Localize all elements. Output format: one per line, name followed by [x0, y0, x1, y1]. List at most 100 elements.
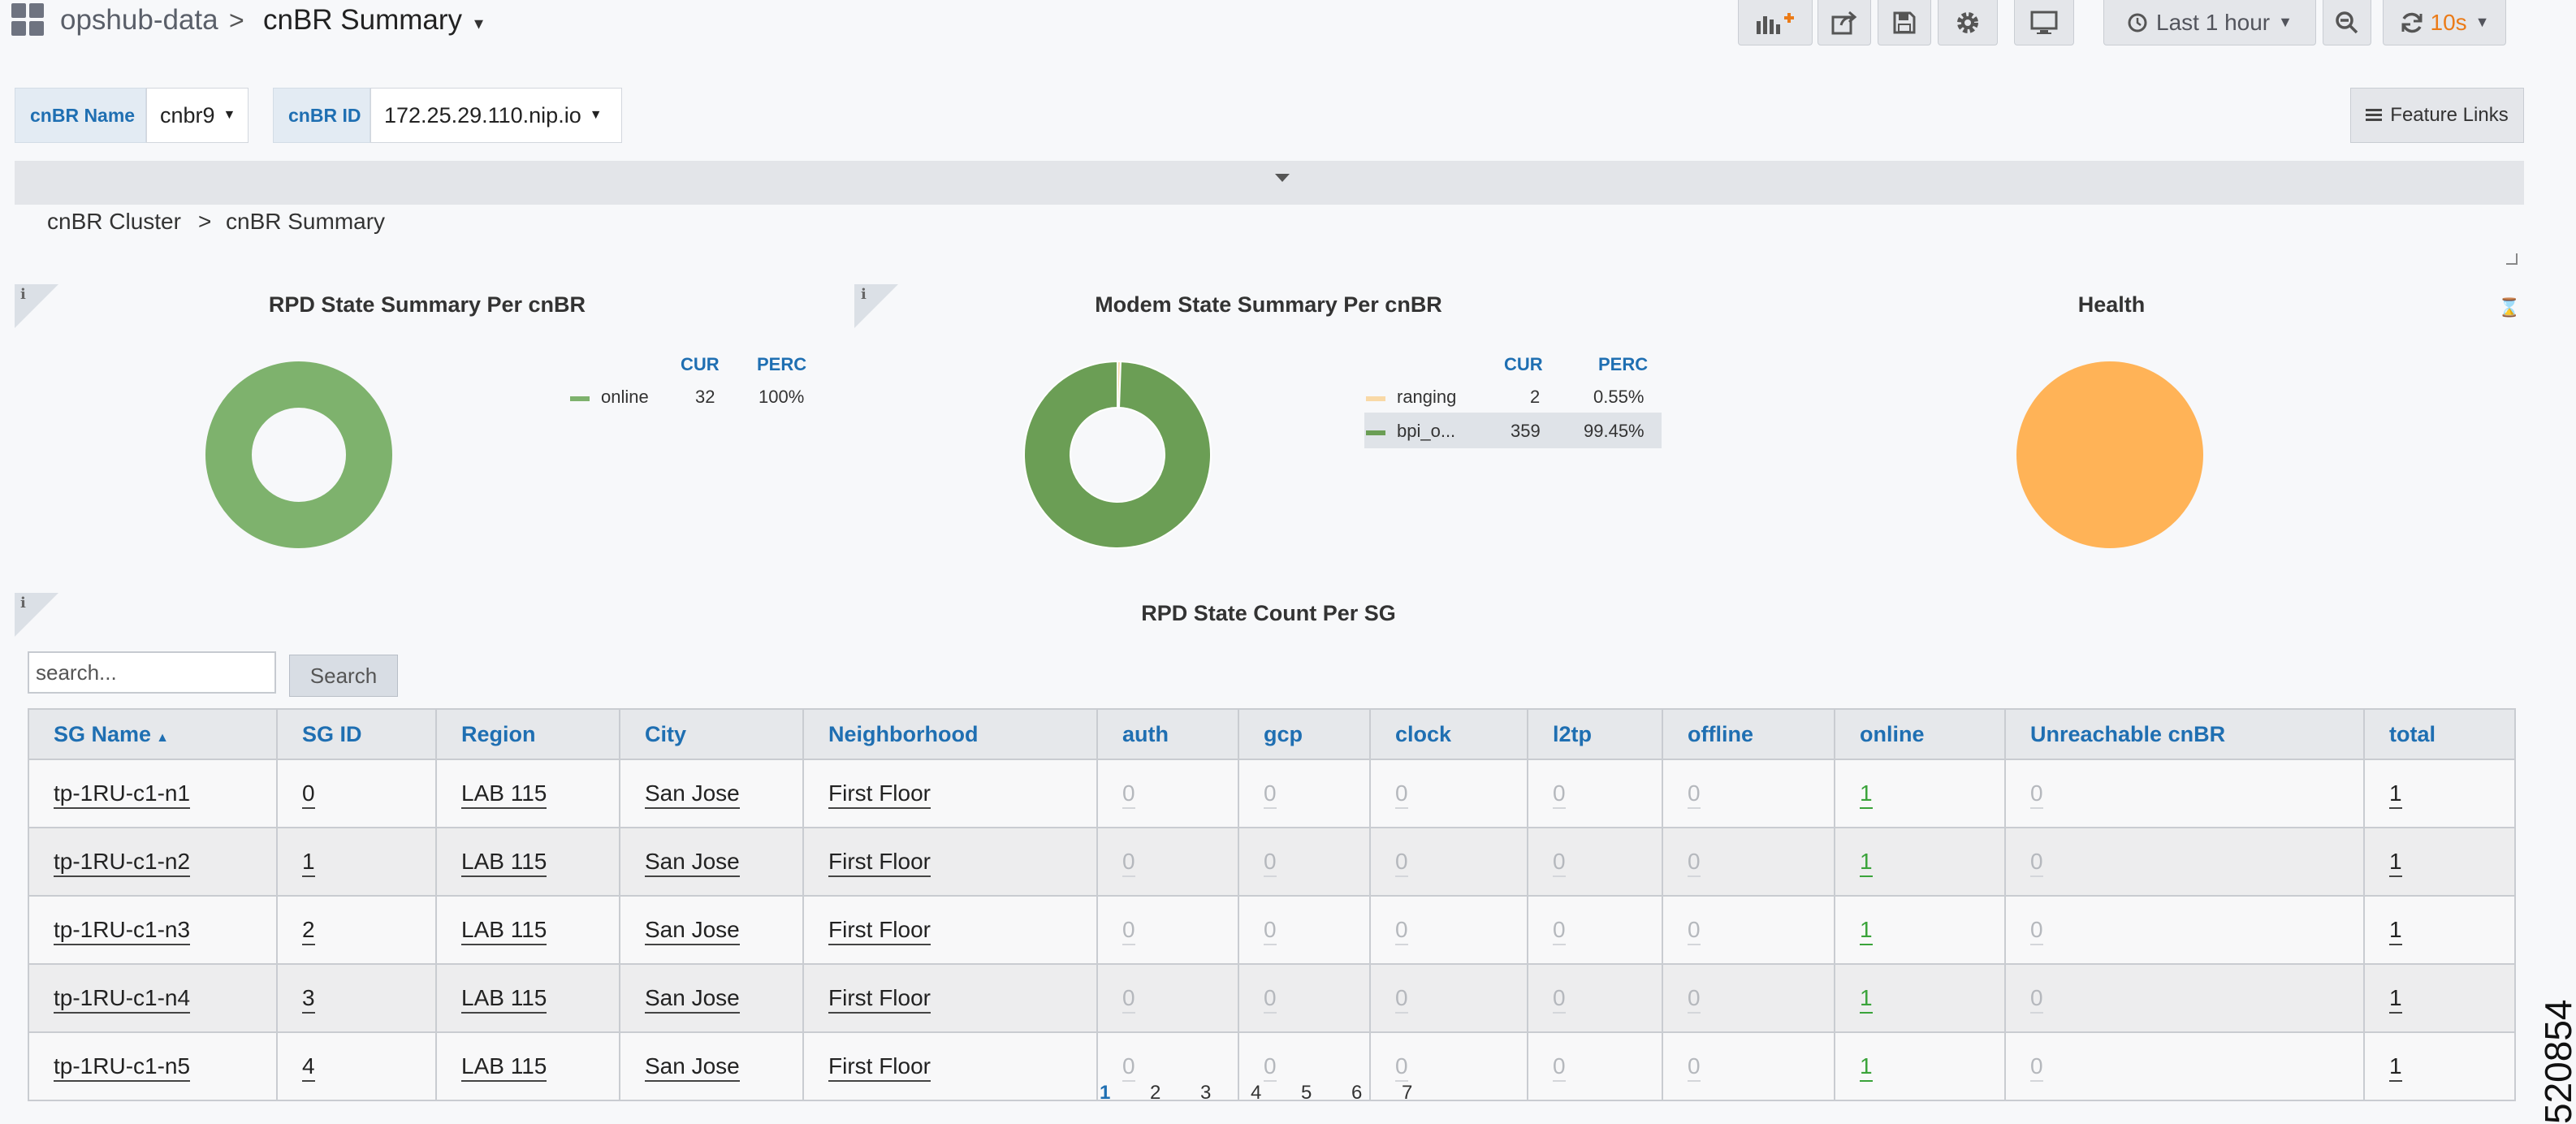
- modem-panel-title[interactable]: Modem State Summary Per cnBR: [1095, 292, 1442, 317]
- column-header-l2tp[interactable]: l2tp: [1527, 708, 1663, 760]
- cell-link[interactable]: LAB 115: [461, 1053, 547, 1082]
- column-header-clock[interactable]: clock: [1369, 708, 1528, 760]
- cell-link[interactable]: tp-1RU-c1-n2: [54, 849, 191, 877]
- cell-link[interactable]: LAB 115: [461, 780, 547, 809]
- cell-link[interactable]: 0: [2030, 985, 2043, 1014]
- pie-slice-0[interactable]: [205, 361, 392, 548]
- refresh-picker[interactable]: 10s ▼: [2383, 0, 2506, 45]
- legend-item-name[interactable]: ranging: [1397, 387, 1457, 407]
- cell-link[interactable]: tp-1RU-c1-n5: [54, 1053, 191, 1082]
- legend-item-name[interactable]: bpi_o...: [1397, 421, 1456, 441]
- search-input[interactable]: [28, 651, 276, 694]
- time-range-picker[interactable]: Last 1 hour ▼: [2103, 0, 2316, 45]
- cell-link[interactable]: 0: [1395, 780, 1408, 809]
- cell-link[interactable]: 0: [302, 780, 315, 809]
- column-header-city[interactable]: City: [619, 708, 804, 760]
- column-header-auth[interactable]: auth: [1096, 708, 1239, 760]
- variable-select-cnbr-name[interactable]: cnbr9 ▼: [146, 88, 249, 143]
- cell-link[interactable]: 0: [1553, 849, 1566, 877]
- cell-link[interactable]: 0: [1553, 985, 1566, 1014]
- cell-link[interactable]: 0: [1122, 917, 1135, 945]
- dashboard-grid-icon[interactable]: [11, 3, 45, 37]
- settings-button[interactable]: [1938, 0, 1998, 45]
- cell-link[interactable]: First Floor: [828, 917, 931, 945]
- cell-link[interactable]: First Floor: [828, 985, 931, 1014]
- search-button[interactable]: Search: [289, 655, 398, 697]
- cell-link[interactable]: First Floor: [828, 849, 931, 877]
- cell-link[interactable]: 1: [1860, 985, 1873, 1014]
- cell-link[interactable]: 0: [2030, 780, 2043, 809]
- cell-link[interactable]: 0: [1688, 1053, 1701, 1082]
- legend-item-name[interactable]: online: [601, 387, 649, 407]
- cell-link[interactable]: San Jose: [645, 780, 740, 809]
- cell-link[interactable]: 0: [2030, 849, 2043, 877]
- cell-link[interactable]: tp-1RU-c1-n3: [54, 917, 191, 945]
- panel-info-corner[interactable]: [15, 284, 58, 328]
- cell-link[interactable]: 0: [1122, 849, 1135, 877]
- column-header-sg-id[interactable]: SG ID: [276, 708, 437, 760]
- page-link-1[interactable]: 1: [1100, 1082, 1111, 1104]
- page-link-3[interactable]: 3: [1200, 1082, 1212, 1104]
- cell-link[interactable]: 0: [1264, 917, 1277, 945]
- cell-link[interactable]: 0: [1264, 985, 1277, 1014]
- cell-link[interactable]: 1: [1860, 780, 1873, 809]
- page-link-2[interactable]: 2: [1150, 1082, 1161, 1104]
- cell-link[interactable]: 1: [1860, 849, 1873, 877]
- resize-handle-icon[interactable]: [2506, 253, 2518, 265]
- cell-link[interactable]: 0: [1395, 917, 1408, 945]
- pie-slice-0[interactable]: [2016, 361, 2203, 548]
- page-link-5[interactable]: 5: [1301, 1082, 1312, 1104]
- cell-link[interactable]: 1: [2389, 985, 2402, 1014]
- cell-link[interactable]: tp-1RU-c1-n4: [54, 985, 191, 1014]
- folder-link[interactable]: opshub-data: [60, 4, 218, 36]
- cell-link[interactable]: 0: [1395, 849, 1408, 877]
- cell-link[interactable]: 1: [2389, 780, 2402, 809]
- panel-info-corner[interactable]: [854, 284, 898, 328]
- submenu-collapse-bar[interactable]: [15, 161, 2524, 205]
- cell-link[interactable]: San Jose: [645, 1053, 740, 1082]
- tv-mode-button[interactable]: [2014, 0, 2074, 45]
- cell-link[interactable]: 1: [1860, 917, 1873, 945]
- cell-link[interactable]: 0: [1122, 1053, 1135, 1082]
- cell-link[interactable]: 0: [1553, 917, 1566, 945]
- feature-links-button[interactable]: Feature Links: [2350, 88, 2524, 143]
- rpd-panel-title[interactable]: RPD State Summary Per cnBR: [268, 292, 586, 317]
- column-header-region[interactable]: Region: [435, 708, 620, 760]
- cell-link[interactable]: 1: [1860, 1053, 1873, 1082]
- pie-slice-1[interactable]: [1023, 360, 1212, 549]
- cell-link[interactable]: First Floor: [828, 1053, 931, 1082]
- cell-link[interactable]: 0: [1688, 985, 1701, 1014]
- table-panel-title[interactable]: RPD State Count Per SG: [1141, 601, 1396, 625]
- chevron-down-icon[interactable]: ▾: [474, 13, 484, 33]
- cell-link[interactable]: 1: [2389, 1053, 2402, 1082]
- cell-link[interactable]: 0: [1264, 849, 1277, 877]
- cell-link[interactable]: 1: [2389, 849, 2402, 877]
- column-header-total[interactable]: total: [2363, 708, 2516, 760]
- column-header-online[interactable]: online: [1834, 708, 2006, 760]
- cell-link[interactable]: 0: [1688, 780, 1701, 809]
- page-link-7[interactable]: 7: [1402, 1082, 1413, 1104]
- cell-link[interactable]: 0: [1122, 985, 1135, 1014]
- page-link-4[interactable]: 4: [1251, 1082, 1262, 1104]
- cell-link[interactable]: San Jose: [645, 985, 740, 1014]
- zoom-out-button[interactable]: [2323, 0, 2371, 45]
- cell-link[interactable]: 0: [1553, 1053, 1566, 1082]
- cell-link[interactable]: 0: [1264, 780, 1277, 809]
- health-panel-title[interactable]: Health: [2077, 292, 2146, 317]
- column-header-neighborhood[interactable]: Neighborhood: [802, 708, 1098, 760]
- cell-link[interactable]: 0: [2030, 917, 2043, 945]
- add-panel-button[interactable]: [1738, 0, 1813, 45]
- column-header-unreachable-cnbr[interactable]: Unreachable cnBR: [2004, 708, 2365, 760]
- cell-link[interactable]: 2: [302, 917, 315, 945]
- cell-link[interactable]: 1: [2389, 917, 2402, 945]
- save-button[interactable]: [1878, 0, 1931, 45]
- cell-link[interactable]: San Jose: [645, 849, 740, 877]
- variable-select-cnbr-id[interactable]: 172.25.29.110.nip.io ▼: [370, 88, 622, 143]
- cell-link[interactable]: 0: [1264, 1053, 1277, 1082]
- breadcrumb-parent[interactable]: cnBR Cluster: [47, 209, 181, 234]
- cell-link[interactable]: LAB 115: [461, 849, 547, 877]
- cell-link[interactable]: LAB 115: [461, 985, 547, 1014]
- share-button[interactable]: [1817, 0, 1871, 45]
- cell-link[interactable]: 0: [2030, 1053, 2043, 1082]
- column-header-gcp[interactable]: gcp: [1238, 708, 1371, 760]
